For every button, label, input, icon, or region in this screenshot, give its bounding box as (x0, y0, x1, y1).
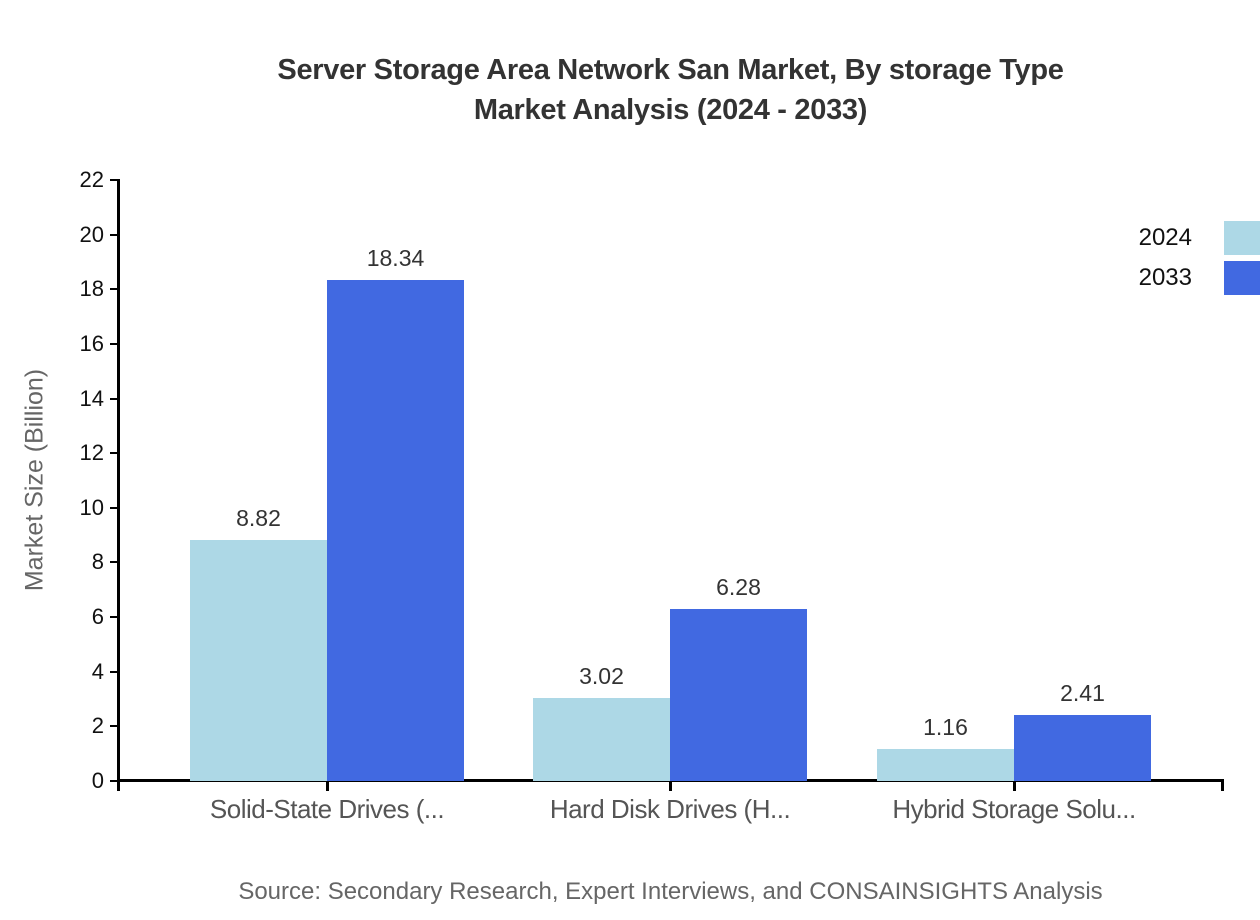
x-axis-end-tick (1221, 779, 1224, 791)
y-axis-line (117, 179, 120, 791)
bar-2024 (190, 540, 327, 781)
legend-item-2033: 2033 (0, 259, 1260, 297)
legend-swatch (1224, 221, 1260, 255)
x-axis-start-tick (117, 782, 120, 791)
bar-2033 (670, 609, 807, 781)
legend-item-2024: 2024 (0, 219, 1260, 257)
chart-title-line2: Market Analysis (2024 - 2033) (473, 94, 868, 126)
category-label: Hard Disk Drives (H... (549, 794, 791, 824)
bar-value-label: 2.41 (1060, 680, 1105, 707)
legend-label: 2024 (1138, 224, 1192, 251)
legend-swatch (1224, 261, 1260, 295)
y-tick (110, 288, 119, 291)
y-tick-label: 10 (79, 494, 104, 520)
y-tick-label: 4 (91, 658, 104, 684)
category-label: Hybrid Storage Solu... (892, 794, 1136, 824)
y-tick-label: 18 (79, 276, 104, 302)
y-tick-label: 22 (79, 167, 104, 192)
x-category-tick (669, 782, 672, 791)
y-tick-label: 20 (79, 221, 104, 247)
y-tick (110, 616, 119, 619)
y-tick-label: 8 (91, 549, 104, 575)
chart-title: Server Storage Area Network San Market, … (120, 50, 1221, 130)
bar-value-label: 1.16 (923, 714, 968, 741)
category-label: Solid-State Drives (... (209, 794, 445, 824)
legend-label: 2033 (1138, 264, 1192, 291)
bar-value-label: 3.02 (579, 663, 624, 690)
y-tick (110, 397, 119, 400)
y-tick-label: 2 (91, 713, 104, 739)
bar-2024 (533, 698, 670, 781)
x-category-tick (1013, 782, 1016, 791)
y-tick (110, 561, 119, 564)
y-tick (110, 725, 119, 728)
chart-title-line1: Server Storage Area Network San Market, … (277, 54, 1064, 86)
bar-value-label: 18.34 (366, 244, 425, 271)
y-tick-label: 0 (91, 768, 104, 793)
y-tick (110, 670, 119, 673)
bar-value-label: 6.28 (716, 574, 761, 601)
y-tick (110, 342, 119, 345)
y-tick-label: 14 (79, 385, 104, 411)
y-tick (110, 179, 119, 181)
y-tick-label: 16 (79, 330, 104, 356)
bar-2024 (877, 749, 1014, 781)
bar-value-label: 8.82 (236, 505, 281, 532)
y-tick (110, 233, 119, 236)
source-note: Source: Secondary Research, Expert Inter… (238, 878, 1103, 905)
y-tick (110, 506, 119, 509)
bar-2033 (1014, 715, 1151, 781)
y-tick (110, 452, 119, 455)
y-tick-label: 12 (79, 440, 104, 466)
x-category-tick (326, 782, 329, 791)
y-tick (110, 780, 119, 782)
y-tick-label: 6 (91, 604, 104, 630)
bar-2033 (327, 279, 464, 781)
